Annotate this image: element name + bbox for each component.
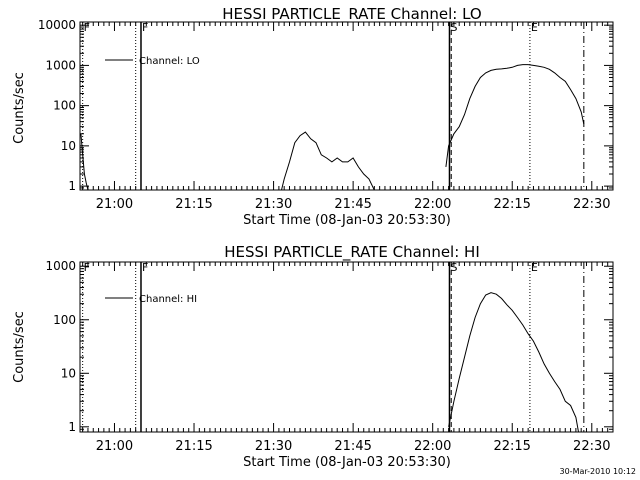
marker-label: F [84,261,90,274]
legend: Channel: HI [105,294,197,305]
y-axis-label: Counts/sec [12,311,27,383]
y-axis: 1 10 100 1000 10000 [38,18,613,193]
y-tick-label: 10 [61,366,76,380]
legend-label: Channel: HI [139,294,197,305]
x-tick-label: 22:30 [573,439,610,454]
x-tick-label: 22:30 [573,197,610,212]
marker-label: S [450,261,457,274]
series-lines [80,64,585,191]
x-tick-label: 21:30 [255,197,292,212]
x-axis: 21:00 21:15 21:30 21:45 22:00 22:15 22:30 [82,22,614,212]
marker-label: E [531,21,538,34]
series-line [448,292,579,433]
y-tick-label: 100 [53,99,76,113]
legend: Channel: LO [105,56,200,67]
y-tick-label: 1 [68,420,76,434]
marker-label: F [84,21,90,34]
series-line [80,133,89,191]
x-tick-label: 22:15 [493,197,530,212]
series-line [445,64,585,167]
footer-timestamp: 30-Mar-2010 10:12 [560,467,637,476]
x-tick-label: 21:45 [334,439,371,454]
y-axis: 1 10 100 1000 [45,259,613,434]
plot-frame [79,261,614,433]
series-line [281,131,375,191]
x-tick-label: 22:00 [414,197,451,212]
y-tick-label: 1 [68,179,76,193]
x-axis-label: Start Time (08-Jan-03 20:53:30) [243,213,451,228]
y-tick-label: 100 [53,313,76,327]
x-tick-label: 21:00 [96,197,133,212]
chart-lo: HESSI PARTICLE_RATE Channel: LO Start Ti… [12,5,614,228]
x-tick-label: 22:00 [414,439,451,454]
x-axis-label: Start Time (08-Jan-03 20:53:30) [243,455,451,470]
marker-label: F [142,21,148,34]
x-tick-label: 21:15 [175,197,212,212]
x-tick-label: 21:45 [334,197,371,212]
x-axis: 21:00 21:15 21:30 21:45 22:00 22:15 22:30 [82,262,614,454]
x-tick-label: 21:15 [175,439,212,454]
y-tick-label: 1000 [45,58,76,72]
chart-hi: HESSI PARTICLE_RATE Channel: HI Start Ti… [12,243,614,470]
series-lines [448,292,579,433]
plot-frame [79,21,614,191]
marker-label: F [142,261,148,274]
marker-label: S [450,21,457,34]
x-tick-label: 21:30 [255,439,292,454]
x-tick-label: 21:00 [96,439,133,454]
y-tick-label: 1000 [45,259,76,273]
legend-label: Channel: LO [139,56,200,67]
marker-label: E [531,261,538,274]
x-tick-label: 22:15 [493,439,530,454]
chart-title: HESSI PARTICLE_RATE Channel: LO [222,5,481,24]
y-tick-label: 10000 [38,18,76,32]
chart-title: HESSI PARTICLE_RATE Channel: HI [224,243,480,262]
y-axis-label: Counts/sec [12,72,27,144]
y-tick-label: 10 [61,139,76,153]
